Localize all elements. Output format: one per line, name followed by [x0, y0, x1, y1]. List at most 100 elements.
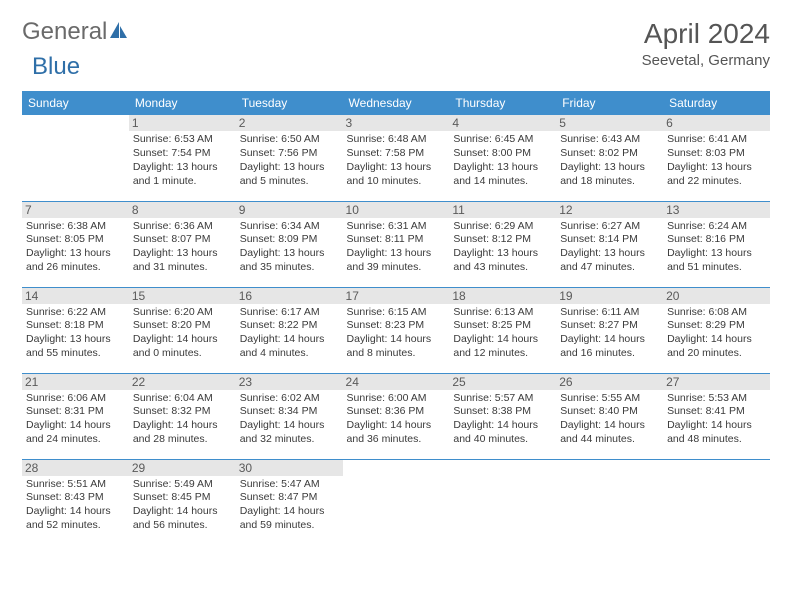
day-number: 6 — [663, 115, 770, 131]
day-number: 28 — [22, 460, 129, 476]
calendar-week: 14 Sunrise: 6:22 AMSunset: 8:18 PMDayligh… — [22, 287, 770, 373]
calendar-day: 18 Sunrise: 6:13 AMSunset: 8:25 PMDayligh… — [449, 287, 556, 373]
calendar-week: 21 Sunrise: 6:06 AMSunset: 8:31 PMDayligh… — [22, 373, 770, 459]
weekday-header: Sunday — [22, 91, 129, 115]
calendar-day: 28 Sunrise: 5:51 AMSunset: 8:43 PMDayligh… — [22, 459, 129, 545]
day-details: Sunrise: 6:22 AMSunset: 8:18 PMDaylight:… — [26, 306, 125, 361]
day-details: Sunrise: 6:08 AMSunset: 8:29 PMDaylight:… — [667, 306, 766, 361]
day-details: Sunrise: 6:15 AMSunset: 8:23 PMDaylight:… — [347, 306, 446, 361]
day-details: Sunrise: 5:57 AMSunset: 8:38 PMDaylight:… — [453, 392, 552, 447]
day-number: 4 — [449, 115, 556, 131]
calendar-day: 13Sunrise: 6:24 AMSunset: 8:16 PMDayligh… — [663, 201, 770, 287]
day-details: Sunrise: 5:49 AMSunset: 8:45 PMDaylight:… — [133, 478, 232, 533]
day-number: 7 — [22, 202, 129, 218]
day-number: 12 — [556, 202, 663, 218]
day-number: 18 — [449, 288, 556, 304]
calendar-week: 1 Sunrise: 6:53 AMSunset: 7:54 PMDaylight… — [22, 115, 770, 201]
brand-part2: Blue — [32, 53, 80, 81]
calendar-day: 19 Sunrise: 6:11 AMSunset: 8:27 PMDayligh… — [556, 287, 663, 373]
day-details: Sunrise: 6:27 AMSunset: 8:14 PMDaylight:… — [560, 220, 659, 275]
day-details: Sunrise: 6:50 AMSunset: 7:56 PMDaylight:… — [240, 133, 339, 188]
day-number: 19 — [556, 288, 663, 304]
calendar-day: 23 Sunrise: 6:02 AMSunset: 8:34 PMDayligh… — [236, 373, 343, 459]
day-details: Sunrise: 5:47 AMSunset: 8:47 PMDaylight:… — [240, 478, 339, 533]
day-details: Sunrise: 6:38 AMSunset: 8:05 PMDaylight:… — [26, 220, 125, 275]
day-number: 26 — [556, 374, 663, 390]
weekday-header: Saturday — [663, 91, 770, 115]
day-details: Sunrise: 6:06 AMSunset: 8:31 PMDaylight:… — [26, 392, 125, 447]
calendar-day: 20 Sunrise: 6:08 AMSunset: 8:29 PMDayligh… — [663, 287, 770, 373]
day-details: Sunrise: 5:51 AMSunset: 8:43 PMDaylight:… — [26, 478, 125, 533]
day-details: Sunrise: 6:13 AMSunset: 8:25 PMDaylight:… — [453, 306, 552, 361]
day-details: Sunrise: 6:43 AMSunset: 8:02 PMDaylight:… — [560, 133, 659, 188]
day-number: 25 — [449, 374, 556, 390]
calendar-day: 7 Sunrise: 6:38 AMSunset: 8:05 PMDaylight… — [22, 201, 129, 287]
calendar-day: 9 Sunrise: 6:34 AMSunset: 8:09 PMDaylight… — [236, 201, 343, 287]
day-details: Sunrise: 6:41 AMSunset: 8:03 PMDaylight:… — [667, 133, 766, 188]
calendar-day — [449, 459, 556, 545]
day-number: 16 — [236, 288, 343, 304]
day-number: 27 — [663, 374, 770, 390]
day-details: Sunrise: 6:48 AMSunset: 7:58 PMDaylight:… — [347, 133, 446, 188]
weekday-header: Wednesday — [343, 91, 450, 115]
day-number: 24 — [343, 374, 450, 390]
day-details: Sunrise: 5:53 AMSunset: 8:41 PMDaylight:… — [667, 392, 766, 447]
day-details: Sunrise: 6:45 AMSunset: 8:00 PMDaylight:… — [453, 133, 552, 188]
day-number: 10 — [343, 202, 450, 218]
day-number: 23 — [236, 374, 343, 390]
day-number: 2 — [236, 115, 343, 131]
day-number: 1 — [129, 115, 236, 131]
calendar-week: 28 Sunrise: 5:51 AMSunset: 8:43 PMDayligh… — [22, 459, 770, 545]
day-details: Sunrise: 6:02 AMSunset: 8:34 PMDaylight:… — [240, 392, 339, 447]
calendar-day: 5 Sunrise: 6:43 AMSunset: 8:02 PMDaylight… — [556, 115, 663, 201]
day-number: 13 — [663, 202, 770, 218]
day-details: Sunrise: 6:04 AMSunset: 8:32 PMDaylight:… — [133, 392, 232, 447]
day-number: 3 — [343, 115, 450, 131]
day-details: Sunrise: 6:11 AMSunset: 8:27 PMDaylight:… — [560, 306, 659, 361]
calendar-day: 10 Sunrise: 6:31 AMSunset: 8:11 PMDayligh… — [343, 201, 450, 287]
calendar-day: 22 Sunrise: 6:04 AMSunset: 8:32 PMDayligh… — [129, 373, 236, 459]
day-details: Sunrise: 6:29 AMSunset: 8:12 PMDaylight:… — [453, 220, 552, 275]
day-number: 15 — [129, 288, 236, 304]
day-number: 5 — [556, 115, 663, 131]
calendar-day — [556, 459, 663, 545]
day-details: Sunrise: 6:53 AMSunset: 7:54 PMDaylight:… — [133, 133, 232, 188]
weekday-header: Thursday — [449, 91, 556, 115]
calendar-day: 29 Sunrise: 5:49 AMSunset: 8:45 PMDayligh… — [129, 459, 236, 545]
day-number: 14 — [22, 288, 129, 304]
location: Seevetal, Germany — [642, 52, 770, 69]
calendar-day: 3 Sunrise: 6:48 AMSunset: 7:58 PMDaylight… — [343, 115, 450, 201]
brand-logo: General — [22, 18, 129, 46]
calendar-day: 2 Sunrise: 6:50 AMSunset: 7:56 PMDaylight… — [236, 115, 343, 201]
weekday-header: Friday — [556, 91, 663, 115]
day-number: 30 — [236, 460, 343, 476]
day-number: 22 — [129, 374, 236, 390]
calendar-day — [663, 459, 770, 545]
day-number: 9 — [236, 202, 343, 218]
day-number: 20 — [663, 288, 770, 304]
day-number: 11 — [449, 202, 556, 218]
calendar-day: 25 Sunrise: 5:57 AMSunset: 8:38 PMDayligh… — [449, 373, 556, 459]
calendar-day: 27 Sunrise: 5:53 AMSunset: 8:41 PMDayligh… — [663, 373, 770, 459]
day-details: Sunrise: 6:31 AMSunset: 8:11 PMDaylight:… — [347, 220, 446, 275]
calendar-day: 6 Sunrise: 6:41 AMSunset: 8:03 PMDaylight… — [663, 115, 770, 201]
day-number: 21 — [22, 374, 129, 390]
day-number: 29 — [129, 460, 236, 476]
calendar-body: 1 Sunrise: 6:53 AMSunset: 7:54 PMDaylight… — [22, 115, 770, 545]
day-details: Sunrise: 6:17 AMSunset: 8:22 PMDaylight:… — [240, 306, 339, 361]
title-block: April 2024 Seevetal, Germany — [642, 18, 770, 69]
brand-part1: General — [22, 18, 107, 46]
calendar-day: 15Sunrise: 6:20 AMSunset: 8:20 PMDayligh… — [129, 287, 236, 373]
calendar-day: 24Sunrise: 6:00 AMSunset: 8:36 PMDayligh… — [343, 373, 450, 459]
day-number: 8 — [129, 202, 236, 218]
calendar-week: 7 Sunrise: 6:38 AMSunset: 8:05 PMDaylight… — [22, 201, 770, 287]
day-details: Sunrise: 6:36 AMSunset: 8:07 PMDaylight:… — [133, 220, 232, 275]
calendar-table: SundayMondayTuesdayWednesdayThursdayFrid… — [22, 91, 770, 545]
day-details: Sunrise: 5:55 AMSunset: 8:40 PMDaylight:… — [560, 392, 659, 447]
calendar-day: 14 Sunrise: 6:22 AMSunset: 8:18 PMDayligh… — [22, 287, 129, 373]
calendar-head: SundayMondayTuesdayWednesdayThursdayFrid… — [22, 91, 770, 115]
calendar-day: 21 Sunrise: 6:06 AMSunset: 8:31 PMDayligh… — [22, 373, 129, 459]
day-details: Sunrise: 6:34 AMSunset: 8:09 PMDaylight:… — [240, 220, 339, 275]
calendar-day — [343, 459, 450, 545]
calendar-day: 16 Sunrise: 6:17 AMSunset: 8:22 PMDayligh… — [236, 287, 343, 373]
